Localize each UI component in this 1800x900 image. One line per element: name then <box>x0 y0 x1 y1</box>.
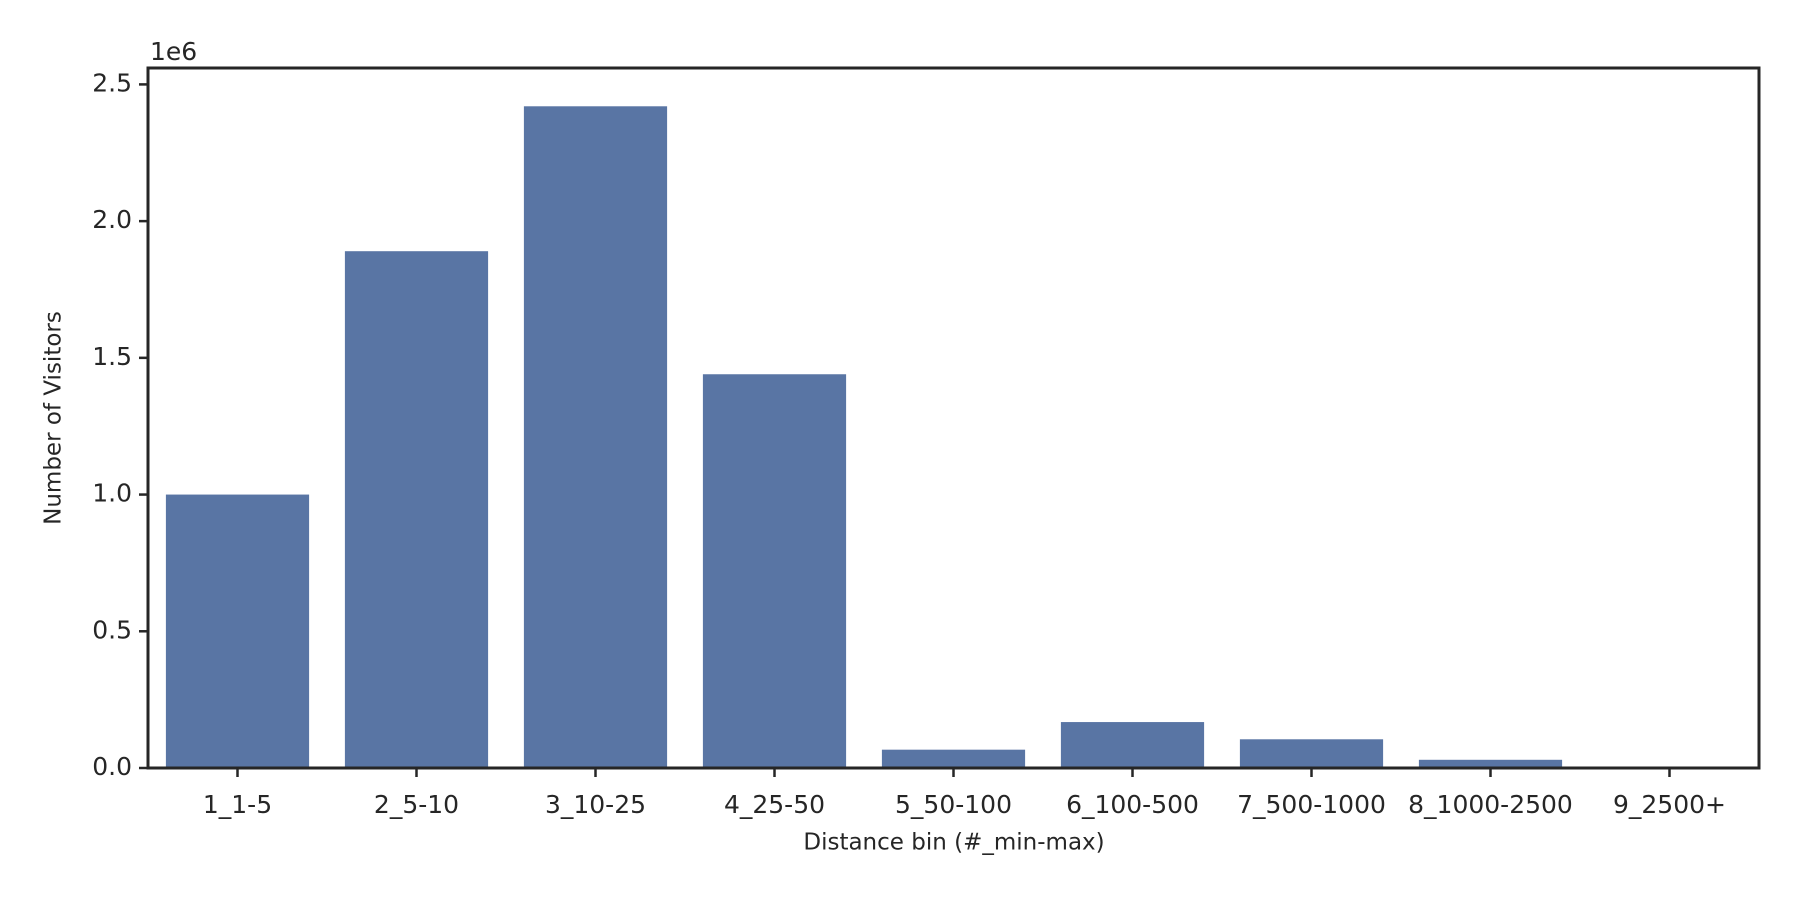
x-tick-label: 9_2500+ <box>1613 790 1726 819</box>
y-axis-label: Number of Visitors <box>41 311 67 525</box>
bar <box>1239 739 1384 768</box>
x-tick-label: 1_1-5 <box>203 790 272 819</box>
y-tick-label: 0.0 <box>92 752 132 781</box>
x-tick-label: 8_1000-2500 <box>1408 790 1573 819</box>
y-tick-label: 0.5 <box>92 615 132 644</box>
x-tick-label: 6_100-500 <box>1066 790 1199 819</box>
x-axis-label: Distance bin (#_min-max) <box>803 830 1104 856</box>
x-tick-label: 4_25-50 <box>724 790 825 819</box>
plot-frame <box>146 66 1761 770</box>
bar <box>165 494 310 768</box>
bar <box>702 374 847 768</box>
x-tick-label: 2_5-10 <box>374 790 459 819</box>
bar <box>1418 759 1563 768</box>
x-tick-label: 7_500-1000 <box>1237 790 1386 819</box>
y-offset-label: 1e6 <box>150 37 197 66</box>
y-tick-label: 1.0 <box>92 479 132 508</box>
y-tick-label: 2.5 <box>92 68 132 97</box>
bar <box>523 106 668 768</box>
y-tick-label: 1.5 <box>92 342 132 371</box>
x-tick-label: 5_50-100 <box>895 790 1012 819</box>
bar <box>1060 722 1205 768</box>
bar <box>344 251 489 768</box>
bar <box>881 749 1026 768</box>
y-tick-label: 2.0 <box>92 205 132 234</box>
x-tick-label: 3_10-25 <box>545 790 646 819</box>
